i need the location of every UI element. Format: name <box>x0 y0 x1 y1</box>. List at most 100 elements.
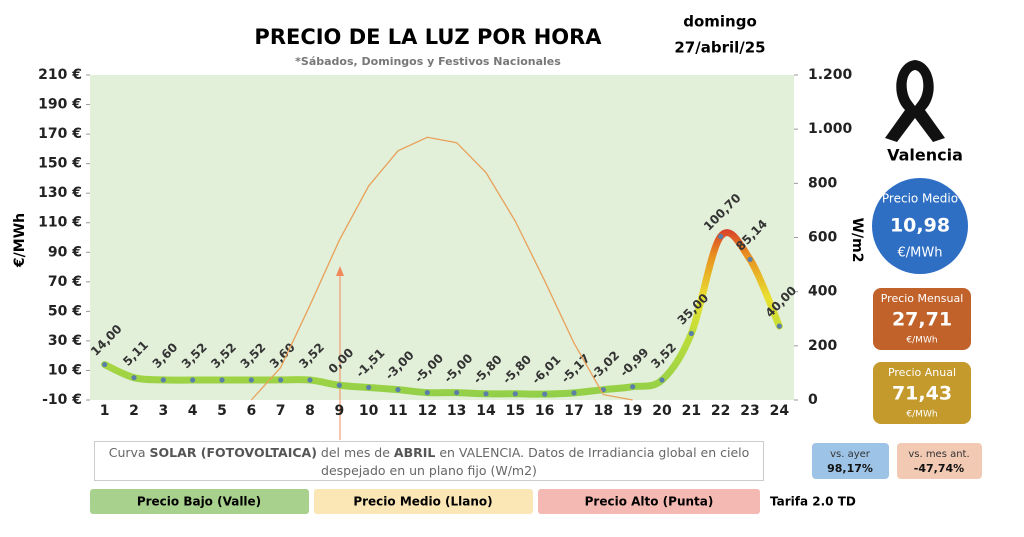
y2-tick-label: 200 <box>808 338 837 354</box>
x-tick-label: 7 <box>276 403 286 419</box>
y-tick-label: 90 € <box>48 244 82 260</box>
price-marker <box>278 377 284 383</box>
x-tick-label: 22 <box>711 403 730 419</box>
ribbon-icon <box>885 60 945 142</box>
price-marker <box>102 361 108 368</box>
solar-line <box>250 136 633 401</box>
y2-tick-label: 1.000 <box>808 121 853 137</box>
legend-valle-label: Precio Bajo (Valle) <box>137 495 261 509</box>
city: Valencia <box>887 146 963 165</box>
note-text: en VALENCIA. Datos de Irradiancia global… <box>321 445 750 478</box>
mes-value: -47,74% <box>914 462 964 475</box>
price-marker <box>512 391 518 397</box>
y-tick-label: 210 € <box>38 67 82 83</box>
x-tick-label: 13 <box>447 403 466 419</box>
price-marker <box>688 330 694 337</box>
y-tick-label: 30 € <box>48 333 82 349</box>
legend-llano-label: Precio Medio (Llano) <box>353 495 492 509</box>
y-tick-label: 50 € <box>48 303 82 319</box>
mes-label: vs. mes ant. <box>908 449 969 460</box>
price-marker <box>190 377 196 383</box>
x-tick-label: 18 <box>594 403 613 419</box>
y-tick-label: 70 € <box>48 274 82 290</box>
subtitle: *Sábados, Domingos y Festivos Nacionales <box>295 55 561 68</box>
x-tick-label: 16 <box>535 403 554 419</box>
note-text: Curva <box>108 445 150 460</box>
x-tick-label: 10 <box>359 403 379 419</box>
x-tick-label: 12 <box>418 403 437 419</box>
x-tick-label: 24 <box>770 403 790 419</box>
mensual-box <box>873 288 971 350</box>
x-tick-label: 19 <box>623 403 642 419</box>
legend-punta-label: Precio Alto (Punta) <box>585 495 714 509</box>
anual-unit: €/MWh <box>906 410 937 420</box>
price-marker <box>248 377 254 383</box>
price-marker <box>630 384 636 390</box>
y-tick-label: 110 € <box>38 215 82 231</box>
x-tick-label: 1 <box>100 403 110 419</box>
x-tick-label: 21 <box>682 403 701 419</box>
price-marker <box>600 387 606 393</box>
x-tick-label: 8 <box>305 403 315 419</box>
medio-label: Precio Medio <box>882 192 958 206</box>
date: 27/abril/25 <box>674 39 765 57</box>
x-tick-label: 2 <box>129 403 139 419</box>
y2-tick-label: 0 <box>808 392 818 408</box>
medio-unit: €/MWh <box>898 246 943 261</box>
price-marker <box>395 387 401 393</box>
arrow-head <box>336 266 344 276</box>
price-marker <box>336 382 342 388</box>
price-marker <box>659 377 665 383</box>
x-tick-label: 5 <box>217 403 227 419</box>
x-tick-label: 15 <box>506 403 525 419</box>
legend-punta <box>538 489 760 514</box>
y-tick-label: 130 € <box>38 185 82 201</box>
y2-axis-label: W/m2 <box>849 218 865 263</box>
anual-value: 71,43 <box>892 383 952 405</box>
price-marker <box>454 390 460 396</box>
anual-box <box>873 362 971 424</box>
ayer-value: 98,17% <box>827 462 873 475</box>
medio-value: 10,98 <box>890 215 950 237</box>
solar-note: Curva SOLAR (FOTOVOLTAICA) del mes de AB… <box>94 441 764 481</box>
legend-llano <box>314 489 533 514</box>
x-tick-label: 23 <box>740 403 759 419</box>
anual-label: Precio Anual <box>888 366 956 379</box>
y-axis-label: €/MWh <box>12 213 28 268</box>
y2-tick-label: 600 <box>808 230 837 246</box>
x-tick-label: 6 <box>246 403 256 419</box>
tarifa: Tarifa 2.0 TD <box>770 495 856 509</box>
price-marker <box>219 377 225 383</box>
y-tick-label: 170 € <box>38 126 82 142</box>
y2-tick-label: 400 <box>808 284 837 300</box>
medio-circle <box>872 178 968 274</box>
x-tick-label: 3 <box>158 403 168 419</box>
y-tick-label: 150 € <box>38 156 82 172</box>
price-marker <box>160 377 166 383</box>
mensual-value: 27,71 <box>892 309 952 331</box>
y-tick-label: 10 € <box>48 362 82 378</box>
price-marker <box>307 377 313 383</box>
price-marker <box>542 391 548 397</box>
x-tick-label: 11 <box>388 403 407 419</box>
title: PRECIO DE LA LUZ POR HORA <box>254 25 602 49</box>
mensual-label: Precio Mensual <box>881 292 964 305</box>
note-bold: SOLAR (FOTOVOLTAICA) <box>149 445 317 460</box>
price-marker <box>571 390 577 396</box>
mes-box <box>897 443 982 479</box>
x-tick-label: 14 <box>476 403 496 419</box>
x-tick-label: 9 <box>334 403 344 419</box>
plot-area <box>90 75 794 400</box>
x-tick-label: 20 <box>652 403 672 419</box>
price-marker <box>366 384 372 391</box>
y-tick-label: 190 € <box>38 97 82 113</box>
price-marker <box>718 233 724 240</box>
y-tick-label: -10 € <box>42 392 82 408</box>
price-marker <box>424 390 430 396</box>
price-marker <box>776 323 782 329</box>
mensual-unit: €/MWh <box>906 336 937 346</box>
weekday: domingo <box>683 13 757 31</box>
price-marker <box>131 375 137 381</box>
